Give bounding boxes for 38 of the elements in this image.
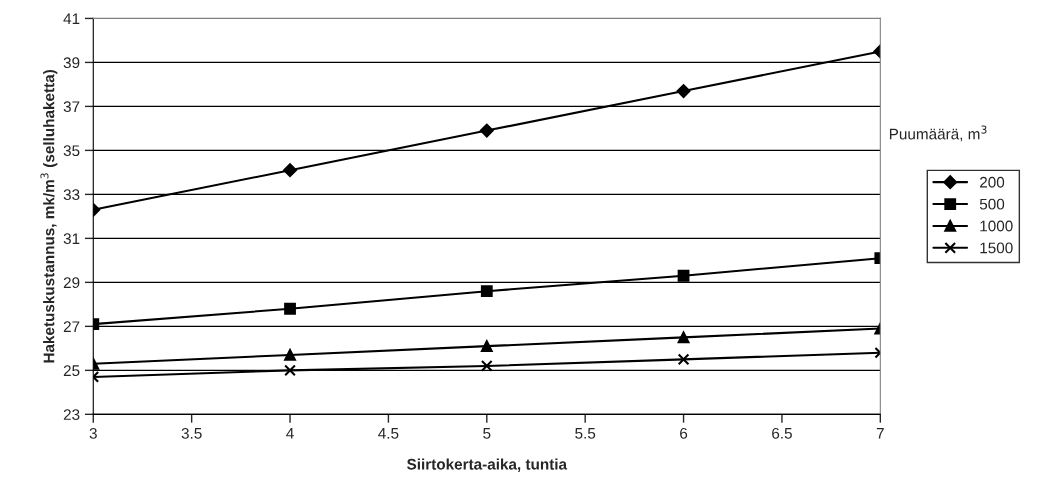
- point: [480, 340, 493, 353]
- x-tick-label: 3.5: [181, 427, 202, 439]
- x-tick-label: 5: [483, 428, 491, 439]
- point: [284, 302, 296, 315]
- y-tick-label: 39: [63, 57, 80, 69]
- point: [479, 123, 494, 138]
- legend-label: 500: [979, 198, 1005, 210]
- y-tick-label: 23: [63, 409, 80, 421]
- point: [677, 331, 690, 344]
- y-tick-label: 37: [63, 101, 80, 113]
- point: [284, 364, 296, 377]
- y-tick-label: 25: [63, 365, 80, 377]
- y-tick-label: 35: [63, 145, 80, 157]
- point: [283, 163, 297, 178]
- legend-label: 1000: [980, 220, 1013, 232]
- y-tick-label: 33: [63, 189, 80, 201]
- point: [676, 84, 691, 98]
- x-tick-label: 6.5: [772, 427, 792, 439]
- x-tick-label: 4: [286, 428, 294, 439]
- point: [677, 353, 690, 366]
- x-tick-label: 5.5: [575, 428, 596, 439]
- x-tick-label: 4.5: [378, 428, 399, 439]
- y-tick-label: 27: [63, 321, 80, 332]
- point: [677, 269, 690, 282]
- x-tick-label: 7: [876, 428, 884, 439]
- legend-label: 1500: [980, 242, 1013, 254]
- point: [480, 360, 493, 372]
- x-tick-label: 3: [89, 427, 97, 439]
- x-axis-title: Siirtokerta-aika, tuntia: [407, 458, 568, 472]
- x-tick-label: 6: [680, 427, 688, 439]
- legend-label: 200: [980, 176, 1005, 188]
- y-axis-title: Haketuskustannus, mk/m$^{3}$ (selluhaketta): [40, 70, 58, 363]
- y-tick-label: 41: [63, 13, 80, 24]
- y-tick-label: 29: [63, 277, 80, 289]
- y-tick-label: 31: [63, 233, 80, 245]
- point: [284, 349, 296, 361]
- point: [480, 285, 493, 298]
- legend-title: Puumäärä, m$^{3}$: [889, 125, 987, 142]
